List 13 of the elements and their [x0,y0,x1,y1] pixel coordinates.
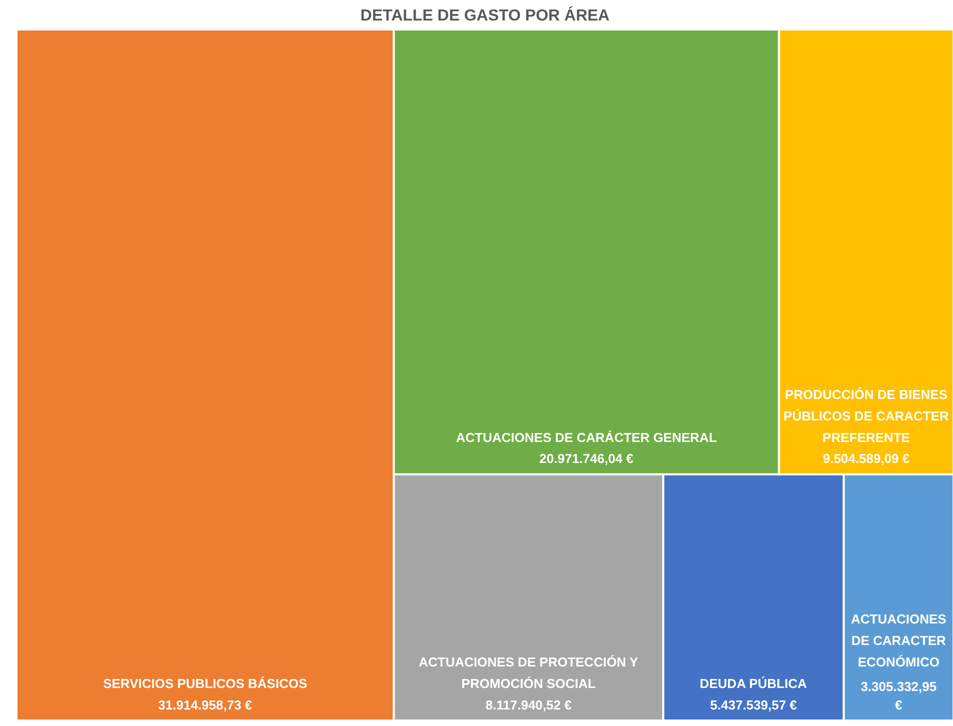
category-label: ACTUACIONES DE CARACTER ECONÓMICO [850,612,947,670]
data-label: 8.117.940,52 € [486,697,572,712]
data-label: 20.971.746,04 € [539,451,634,466]
data-label: 5.437.539,57 € [710,697,797,712]
category-label: DEUDA PÚBLICA [700,676,808,691]
data-label: 9.504.589,09 € [822,451,910,466]
category-label: ACTUACIONES DE PROTECCIÓN Y PROMOCIÓN SOCIAL [418,654,638,691]
data-label: 3.305.332,95 € [860,678,937,712]
category-label: ACTUACIONES DE CARÁCTER GENERAL [456,430,717,445]
category-label: SERVICIOS PUBLICOS BÁSICOS [103,676,308,691]
text: DETALLE DE GASTO POR ÁREA [360,6,610,24]
data-label: 31.914.958,73 € [158,697,252,712]
category-label: PRODUCCIÓN DE BIENES PÚBLICOS DE CARACTER PREFERENTE [784,387,950,445]
